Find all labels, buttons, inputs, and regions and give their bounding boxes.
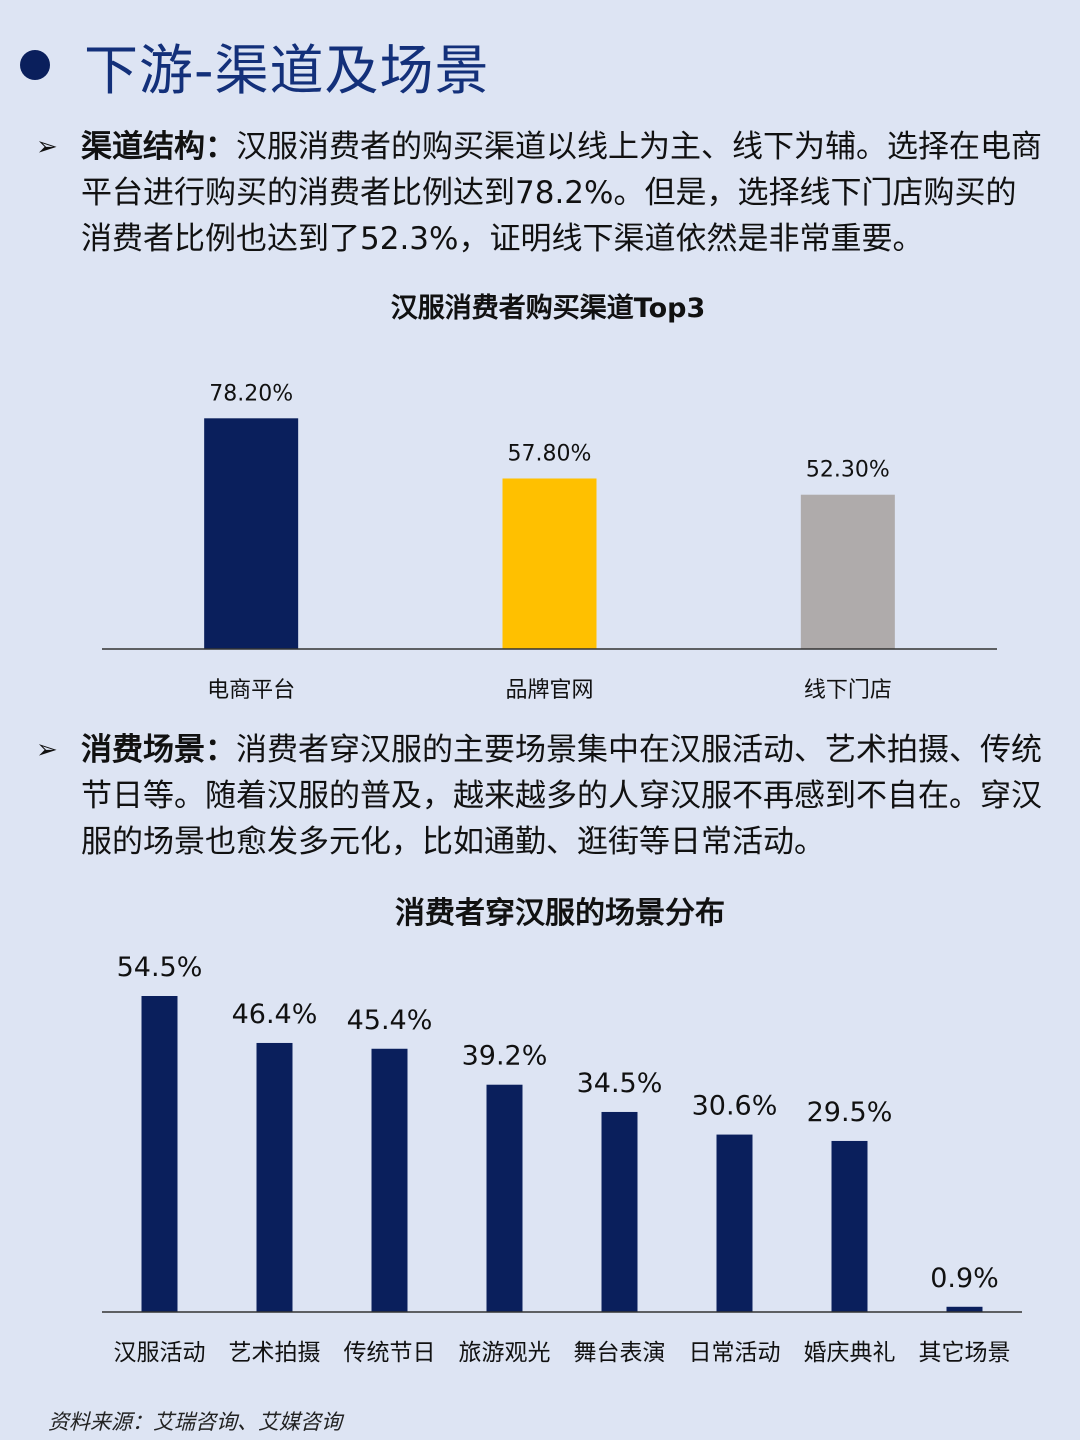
chart-title: 汉服消费者购买渠道Top3 [391, 292, 706, 324]
category-label: 婚庆典礼 [804, 1340, 896, 1366]
bar [831, 1140, 868, 1312]
data-label: 29.5% [807, 1097, 893, 1128]
bar [800, 494, 895, 649]
category-label: 艺术拍摄 [229, 1340, 321, 1366]
category-label: 线下门店 [804, 678, 892, 703]
page-heading: 下游-渠道及场景 [20, 30, 490, 102]
category-label: 旅游观光 [459, 1340, 551, 1366]
page-title: 下游-渠道及场景 [84, 38, 490, 102]
category-label: 日常活动 [689, 1340, 781, 1366]
bar [486, 1084, 523, 1312]
data-label: 45.4% [347, 1005, 433, 1036]
category-label: 传统节日 [344, 1340, 436, 1366]
bar [502, 478, 597, 649]
arrow-bullet-icon: ➢ [36, 132, 58, 162]
channel-structure-paragraph: ➢ 渠道结构：汉服消费者的购买渠道以线上为主、线下为辅。选择在电商平台进行购买的… [36, 124, 1046, 262]
bar [204, 418, 299, 649]
source-note: 资料来源：艾瑞咨询、艾媒咨询 [48, 1410, 342, 1434]
bar [141, 996, 178, 1312]
category-label: 其它场景 [919, 1340, 1011, 1366]
channel-chart: 汉服消费者购买渠道Top3 78.20% 电商平台 57.80% 品牌官网 52.30% 线… [0, 280, 1080, 720]
data-label: 57.80% [508, 441, 592, 466]
bar [601, 1111, 638, 1312]
scene-paragraph: ➢ 消费场景：消费者穿汉服的主要场景集中在汉服活动、艺术拍摄、传统节日等。随着汉… [36, 727, 1046, 865]
bar [946, 1306, 983, 1312]
bar [371, 1048, 408, 1312]
data-label: 34.5% [577, 1068, 663, 1099]
category-label: 汉服活动 [114, 1340, 206, 1366]
data-label: 78.20% [209, 381, 293, 406]
data-label: 54.5% [117, 952, 203, 983]
data-label: 0.9% [930, 1263, 999, 1294]
arrow-bullet-icon: ➢ [36, 735, 58, 765]
channel-structure-text: 汉服消费者的购买渠道以线上为主、线下为辅。选择在电商平台进行购买的消费者比例达到… [81, 129, 1042, 257]
data-label: 52.30% [806, 458, 890, 483]
data-label: 39.2% [462, 1041, 548, 1072]
scene-chart-svg: 消费者穿汉服的场景分布 54.5% 汉服活动 46.4% 艺术拍摄 45.4% 传统节日 39… [102, 896, 1022, 1366]
channel-structure-lead: 渠道结构： [81, 129, 236, 165]
scene-chart: 消费者穿汉服的场景分布 54.5% 汉服活动 46.4% 艺术拍摄 45.4% 传统节日 39… [0, 880, 1080, 1390]
bar [716, 1134, 753, 1312]
category-label: 舞台表演 [574, 1340, 666, 1366]
chart-title: 消费者穿汉服的场景分布 [395, 896, 725, 931]
scene-text: 消费者穿汉服的主要场景集中在汉服活动、艺术拍摄、传统节日等。随着汉服的普及，越来… [81, 732, 1042, 860]
bullet-dot-icon [20, 50, 50, 80]
channel-chart-svg: 汉服消费者购买渠道Top3 78.20% 电商平台 57.80% 品牌官网 52.30% 线… [102, 292, 997, 703]
category-label: 品牌官网 [505, 678, 593, 703]
data-label: 46.4% [232, 999, 318, 1030]
scene-lead: 消费场景： [81, 732, 236, 768]
data-label: 30.6% [692, 1091, 778, 1122]
category-label: 电商平台 [207, 678, 295, 703]
bar [256, 1042, 293, 1312]
